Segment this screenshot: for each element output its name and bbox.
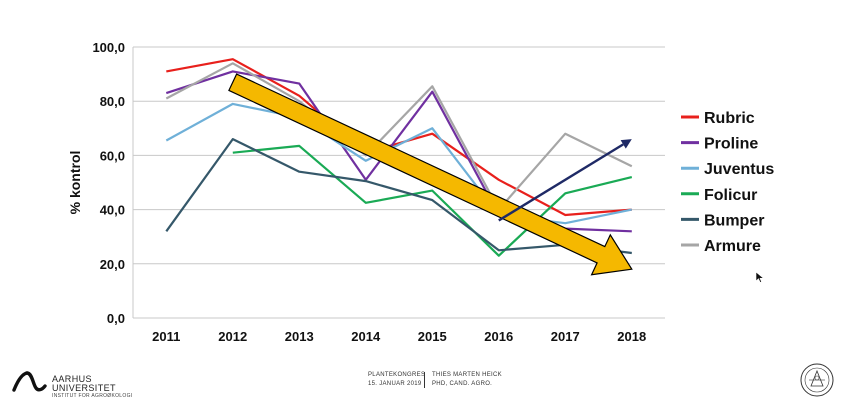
x-tick-label: 2015 [418, 329, 447, 344]
series-line-folicur [232, 144, 633, 257]
series-line-rubric [166, 58, 632, 217]
y-tick-label: 40,0 [100, 203, 125, 218]
y-axis-ticks: 0,0 20,0 40,0 60,0 80,0 100,0 [92, 40, 125, 326]
uptrend-arrow-shaft [498, 143, 624, 222]
y-axis-label: % kontrol [67, 151, 83, 215]
x-tick-label: 2013 [285, 329, 314, 344]
trend-arrows [228, 73, 633, 276]
slide-footer: AARHUS UNIVERSITET INSTITUT FOR AGROØKOL… [0, 358, 854, 404]
logo-text-institute: INSTITUT FOR AGROØKOLOGI [52, 393, 133, 399]
legend-label-folicur: Folicur [704, 187, 757, 204]
legend-label-juventus: Juventus [704, 161, 774, 178]
university-seal-icon [796, 362, 838, 398]
x-tick-label: 2011 [152, 329, 180, 344]
legend-label-armure: Armure [704, 238, 761, 255]
legend-label-bumper: Bumper [704, 212, 764, 229]
x-tick-label: 2018 [617, 329, 646, 344]
downtrend-arrow [228, 73, 633, 276]
series-line-bumper [165, 138, 632, 255]
legend-label-rubric: Rubric [704, 110, 755, 127]
x-tick-label: 2017 [551, 329, 580, 344]
footer-divider [424, 372, 425, 388]
x-tick-label: 2012 [218, 329, 247, 344]
y-tick-label: 20,0 [100, 257, 125, 272]
author-info: THIES MARTEN HEICK PHD, CAND. AGRO. [432, 371, 502, 389]
event-name: PLANTEKONGRES [368, 372, 426, 378]
uptrend-arrow-head [620, 139, 632, 149]
y-tick-label: 100,0 [92, 40, 125, 55]
logo-text-aarhus: AARHUS [52, 374, 92, 384]
university-logo: AARHUS UNIVERSITET INSTITUT FOR AGROØKOL… [12, 368, 162, 399]
series-line-juventus [165, 102, 633, 225]
y-tick-label: 0,0 [107, 311, 125, 326]
x-tick-label: 2014 [351, 329, 381, 344]
mouse-pointer-icon [755, 270, 765, 283]
author-title: PHD, CAND. AGRO. [432, 381, 493, 387]
legend: Rubric Proline Juventus Folicur Bumper Armure [681, 110, 774, 255]
y-tick-label: 60,0 [100, 148, 125, 163]
x-tick-label: 2016 [484, 329, 513, 344]
logo-text-universitet: UNIVERSITET [52, 383, 116, 393]
series-line-armure [165, 62, 633, 211]
x-axis-ticks: 2011 2012 2013 2014 2015 2016 2017 2018 [152, 329, 646, 344]
legend-label-proline: Proline [704, 136, 758, 153]
aarhus-logo-icon [12, 370, 48, 392]
gridlines [132, 46, 665, 319]
author-name: THIES MARTEN HEICK [432, 372, 502, 378]
event-date: 15. JANUAR 2019 [368, 381, 422, 387]
event-info: PLANTEKONGRES 15. JANUAR 2019 [368, 371, 426, 389]
y-tick-label: 80,0 [100, 94, 125, 109]
